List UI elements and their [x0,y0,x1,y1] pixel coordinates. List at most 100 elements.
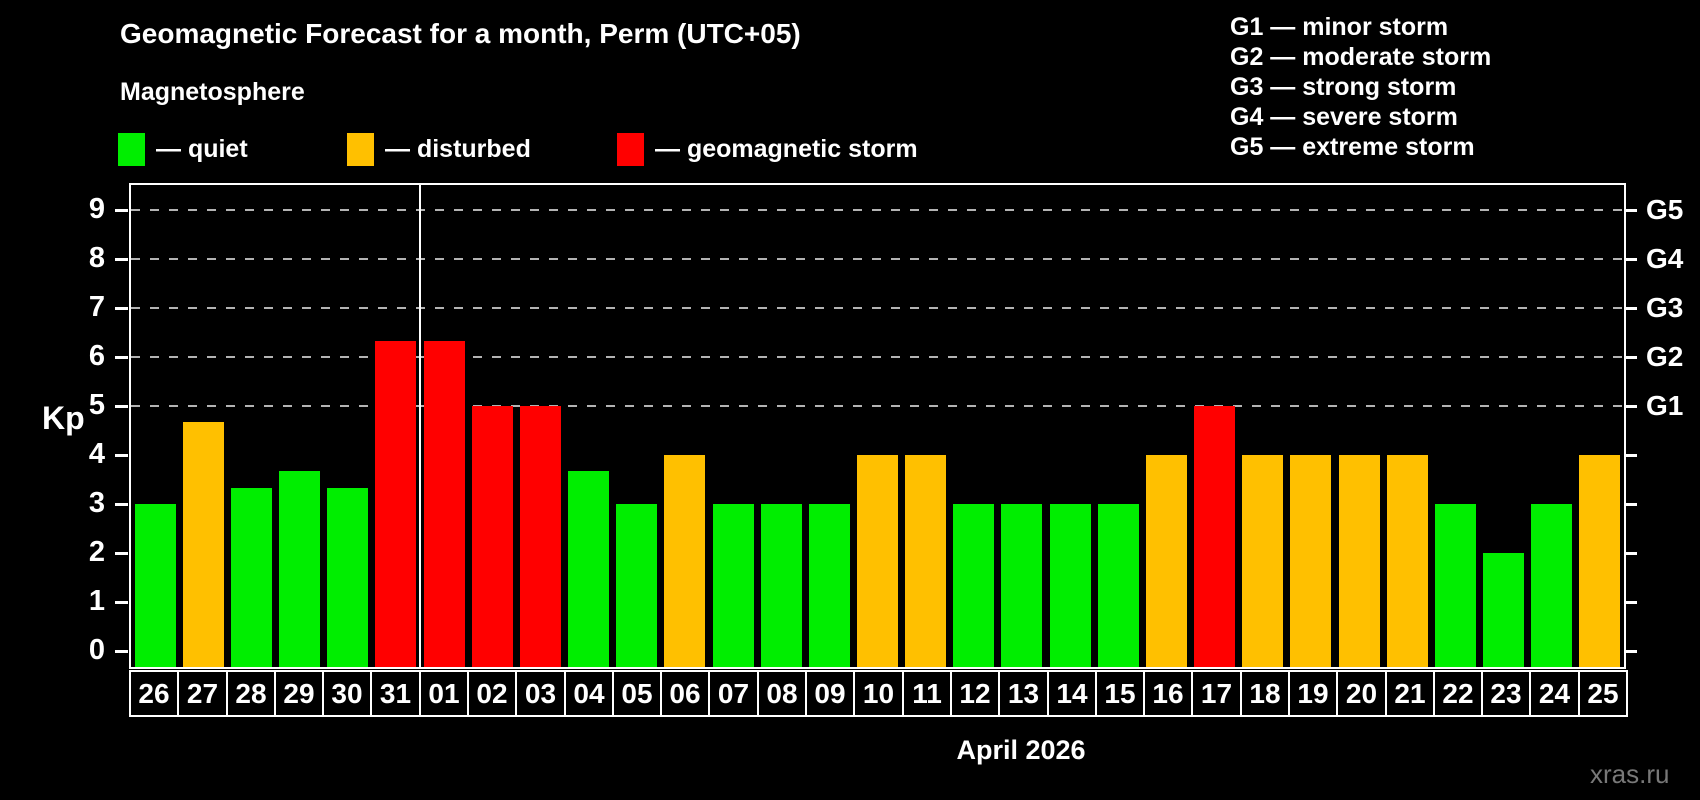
kp-bar-03 [519,406,561,667]
ytick-label-9: 9 [88,193,105,225]
left-tick-9 [115,209,128,212]
right-axis-label-g3: G3 [1646,292,1684,323]
right-axis-label-g4: G4 [1646,243,1684,274]
day-label-box-25: 25 [1578,670,1628,717]
day-label-box-02: 02 [467,670,517,717]
kp-bar-24 [1531,504,1573,667]
day-label-box-16: 16 [1143,670,1193,717]
kp-bar-07 [712,504,754,667]
kp-bar-15 [1097,504,1139,667]
right-tick-8 [1624,258,1637,261]
ytick-label-0: 0 [88,634,105,666]
ytick-label-1: 1 [88,585,105,617]
kp-bar-23 [1483,553,1525,667]
day-label-box-29: 29 [274,670,324,717]
ytick-label-5: 5 [88,389,105,421]
page-title: Geomagnetic Forecast for a month, Perm (… [120,18,801,49]
kp-bar-13 [1001,504,1043,667]
legend-item-disturbed: — disturbed [347,131,531,167]
day-label-box-13: 13 [998,670,1049,717]
chart-subtitle: Magnetosphere [120,78,305,106]
day-label-box-22: 22 [1433,670,1483,717]
legend-label-disturbed: — disturbed [385,134,531,163]
storm-color-swatch [617,132,644,166]
ytick-label-8: 8 [88,242,105,274]
kp-bar-30 [327,487,369,667]
kp-bar-12 [953,504,995,667]
kp-bar-06 [664,455,706,667]
day-label-box-03: 03 [515,670,566,717]
day-label-box-09: 09 [805,670,855,717]
right-tick-3 [1624,503,1637,506]
g5-legend-line: G5 — extreme storm [1230,133,1475,161]
kp-bar-29 [279,471,321,667]
right-tick-6 [1624,356,1637,359]
kp-bar-08 [760,504,802,667]
right-axis-label-g1: G1 [1646,390,1684,421]
kp-bar-09 [808,504,850,667]
legend-item-storm: — geomagnetic storm [617,131,918,167]
day-label-box-01: 01 [419,670,469,717]
g-scale-legend: G1 — minor storm G2 — moderate storm G3 … [1230,12,1491,162]
day-label-box-14: 14 [1047,670,1097,717]
day-label-box-19: 19 [1288,670,1338,717]
right-tick-1 [1624,601,1637,604]
kp-bar-17 [1194,406,1236,667]
day-label-box-28: 28 [226,670,276,717]
right-tick-7 [1624,307,1637,310]
kp-bar-04 [568,471,610,667]
left-tick-4 [115,454,128,457]
kp-bar-26 [134,504,176,667]
left-tick-8 [115,258,128,261]
gridline-kp9 [131,209,1624,211]
ytick-label-3: 3 [88,487,105,519]
left-tick-6 [115,356,128,359]
day-label-box-30: 30 [322,670,372,717]
chart-plot-area: 0 1 2 3 4 5 6 7 8 9 G1 G2 G3 G4 G5 [89,183,1683,669]
day-label-box-21: 21 [1385,670,1435,717]
ytick-label-2: 2 [88,536,105,568]
day-label-box-24: 24 [1529,670,1580,717]
day-label-box-08: 08 [757,670,807,717]
day-label-box-05: 05 [612,670,662,717]
kp-bar-19 [1290,455,1332,667]
right-tick-4 [1624,454,1637,457]
kp-bar-10 [857,455,898,667]
right-axis-label-g5: G5 [1646,194,1684,225]
right-tick-9 [1624,209,1637,212]
day-label-box-04: 04 [564,670,614,717]
kp-bar-21 [1386,455,1428,667]
watermark-xras: xras.ru [1590,759,1670,789]
gridline-kp6 [131,356,1624,358]
kp-bar-31 [375,340,417,667]
kp-bar-27 [182,422,224,667]
x-axis-day-labels: 26 27 28 29 30 31 01 02 03 04 05 06 07 08 09 10 11 12 13 14… [129,670,1628,717]
day-label-box-27: 27 [177,670,228,717]
legend-label-storm: — geomagnetic storm [655,134,918,163]
kp-bar-28 [230,487,272,667]
x-axis-title: April 2026 [956,735,1086,765]
ytick-label-7: 7 [88,291,105,323]
day-label-box-15: 15 [1095,670,1145,717]
left-tick-7 [115,307,128,310]
g2-legend-line: G2 — moderate storm [1230,43,1492,71]
kp-bar-20 [1338,455,1380,667]
gridline-kp7 [131,307,1624,309]
kp-bar-01 [423,340,465,667]
day-label-box-23: 23 [1481,670,1531,717]
day-label-box-11: 11 [902,670,952,717]
kp-bar-11 [905,455,947,667]
gridline-kp8 [131,258,1624,260]
right-tick-5 [1624,405,1637,408]
left-tick-3 [115,503,128,506]
disturbed-color-swatch [347,132,374,166]
gridline-kp5 [131,405,1624,407]
month-separator-line [418,185,421,667]
day-label-box-18: 18 [1240,670,1290,717]
right-tick-0 [1624,650,1637,653]
kp-bar-14 [1049,504,1091,667]
kp-bar-18 [1242,455,1284,667]
day-label-box-26: 26 [129,670,179,717]
kp-bar-05 [616,504,658,667]
kp-bar-16 [1145,455,1187,667]
